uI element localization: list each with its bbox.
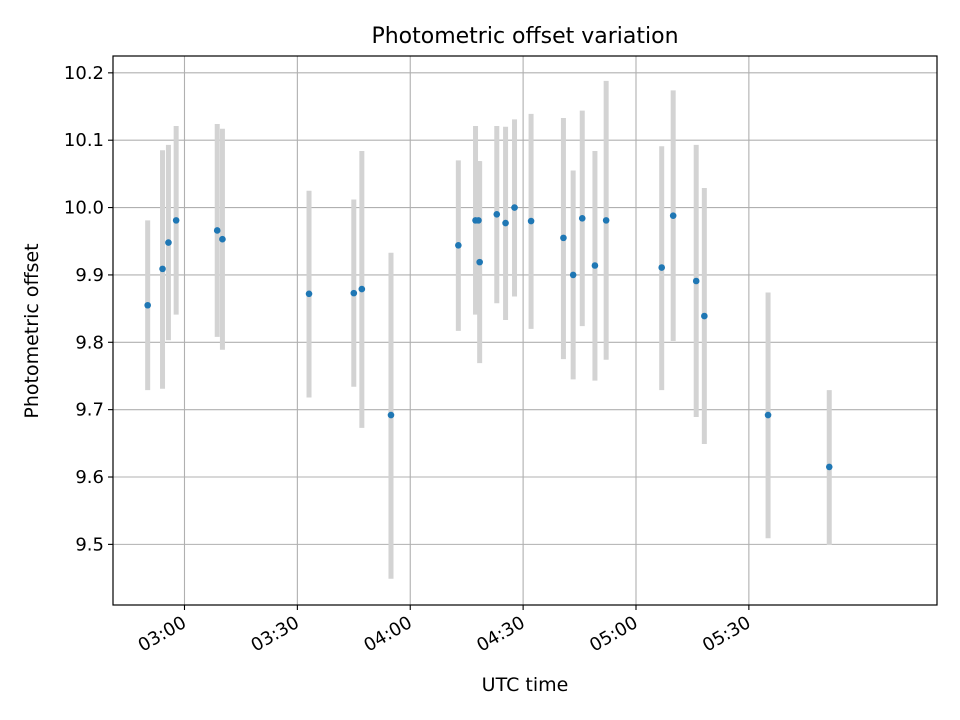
data-point [305, 290, 313, 298]
data-point [213, 227, 221, 234]
data-point [219, 235, 226, 243]
data-point [455, 241, 462, 249]
data-point [701, 312, 708, 320]
data-point [825, 463, 833, 471]
y-tick-label: 9.7 [75, 400, 104, 421]
y-tick-label: 9.5 [75, 534, 104, 555]
data-point [560, 234, 567, 242]
y-tick-label: 10.0 [64, 198, 104, 219]
data-point [387, 411, 395, 419]
grid-lines [113, 56, 937, 605]
data-point [578, 215, 586, 222]
data-point [350, 289, 358, 297]
y-tick-label: 9.6 [75, 467, 104, 488]
data-point [692, 277, 700, 285]
data-point [165, 239, 172, 246]
y-tick-label: 9.9 [75, 265, 104, 286]
data-point [591, 262, 599, 269]
data-point [511, 204, 518, 211]
y-tick-label: 9.8 [75, 332, 104, 353]
data-point [569, 271, 577, 279]
data-point [602, 217, 610, 224]
data-point [144, 301, 151, 309]
data-point [527, 217, 535, 225]
x-axis-label: UTC time [482, 674, 569, 696]
y-tick-label: 10.2 [64, 63, 104, 84]
plot-area [113, 56, 937, 605]
data-point [493, 211, 501, 218]
data-point [669, 212, 677, 219]
data-point [172, 217, 180, 224]
y-axis-label: Photometric offset [21, 243, 43, 418]
data-point [658, 264, 666, 271]
y-tick-label: 10.1 [64, 130, 104, 151]
data-point [502, 219, 509, 227]
chart-title: Photometric offset variation [371, 24, 678, 49]
data-point [475, 217, 482, 224]
data-point [358, 285, 366, 293]
data-points [144, 204, 833, 471]
data-point [476, 258, 483, 266]
data-point [159, 265, 166, 273]
plot-frame [112, 55, 938, 606]
data-point [764, 411, 772, 419]
